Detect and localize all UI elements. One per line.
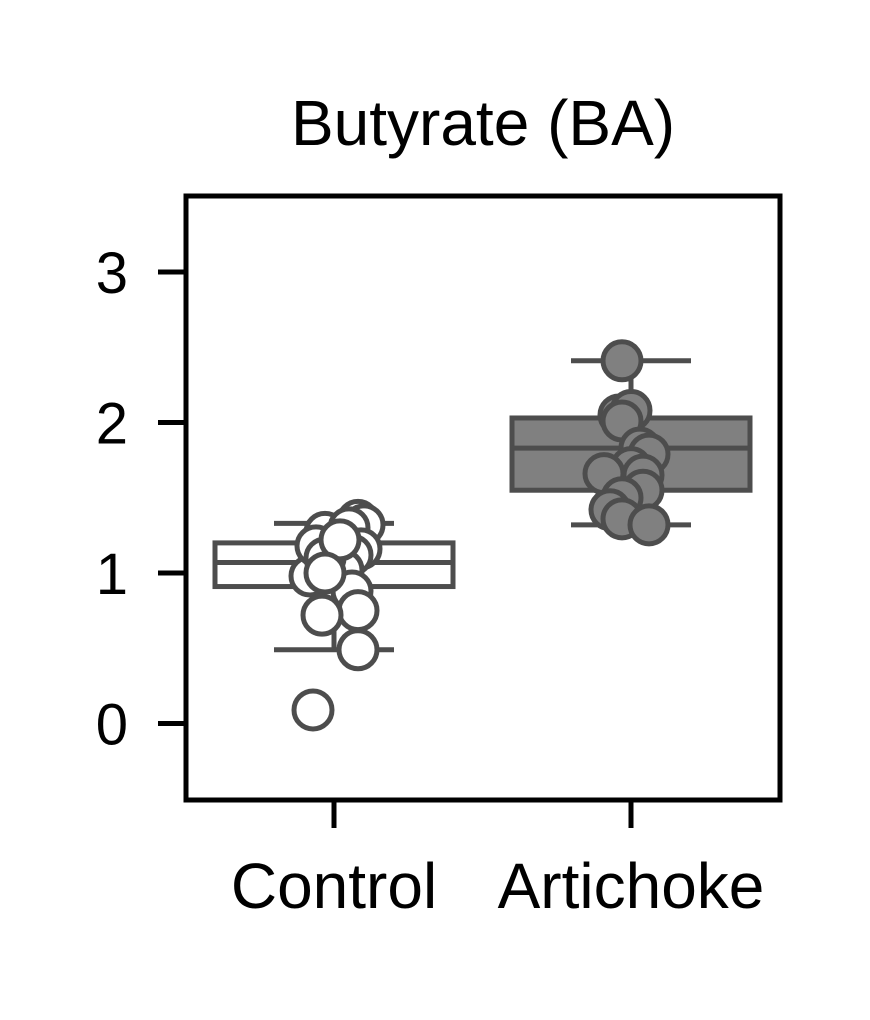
- y-tick-label: 0: [96, 693, 128, 758]
- data-point: [336, 589, 380, 633]
- box-group-control: [212, 498, 456, 732]
- data-point: [300, 593, 344, 637]
- x-tick-label: Control: [231, 850, 437, 922]
- x-tick-label: Artichoke: [498, 850, 765, 922]
- data-point: [600, 339, 644, 383]
- data-point: [303, 551, 347, 595]
- y-axis: 0 1 2 3: [96, 241, 186, 758]
- data-point: [627, 503, 671, 547]
- data-point: [336, 628, 380, 672]
- box-group-artichoke: [509, 339, 753, 547]
- chart-title: Butyrate (BA): [291, 87, 675, 159]
- y-tick-label: 2: [96, 392, 128, 457]
- plot-area: [212, 339, 753, 732]
- y-tick-label: 3: [96, 241, 128, 306]
- y-tick-label: 1: [96, 542, 128, 607]
- plot-frame: [183, 193, 783, 803]
- x-axis: Control Artichoke: [231, 800, 765, 922]
- data-point: [291, 688, 335, 732]
